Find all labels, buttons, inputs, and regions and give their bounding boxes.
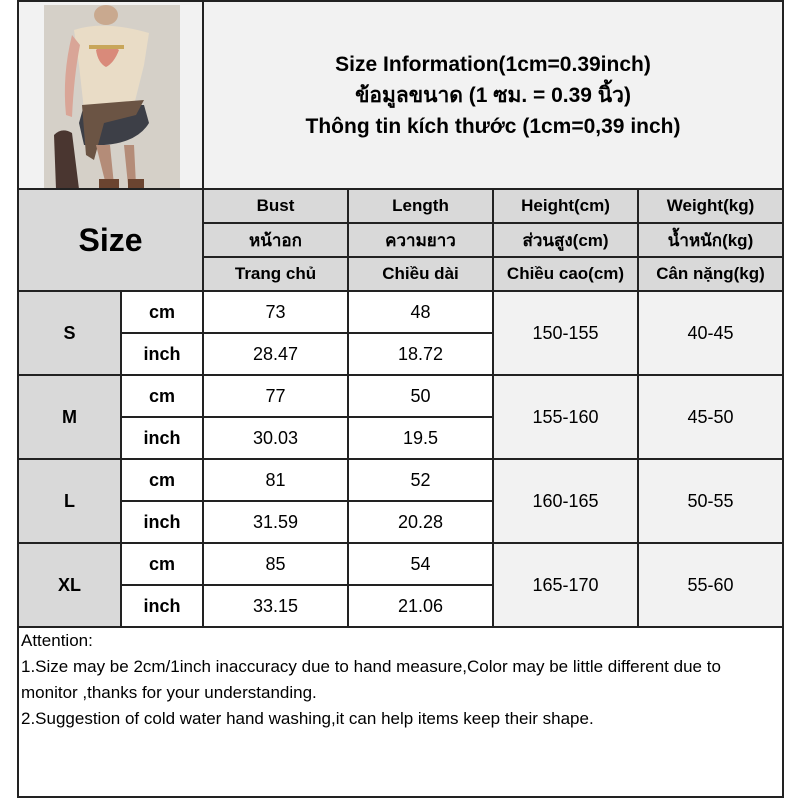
header-weight-th: น้ำหนัก(kg) — [636, 222, 785, 258]
title-thai: ข้อมูลขนาด (1 ซม. = 0.39 นิ้ว) — [355, 83, 631, 107]
height-range: 150-155 — [492, 290, 639, 376]
size-label: M — [17, 374, 122, 460]
header-height-th: ส่วนสูง(cm) — [492, 222, 639, 258]
bust-cm: 77 — [202, 374, 349, 418]
unit-inch: inch — [120, 332, 204, 376]
length-inch: 21.06 — [347, 584, 494, 628]
unit-cm: cm — [120, 458, 204, 502]
table-row: inch 30.03 19.5 — [18, 416, 783, 460]
unit-inch: inch — [120, 416, 204, 460]
header-length-vi: Chiều dài — [347, 256, 494, 292]
size-table: Size Information(1cm=0.39inch) ข้อมูลขนา… — [17, 0, 785, 628]
size-label: S — [17, 290, 122, 376]
height-range: 165-170 — [492, 542, 639, 628]
bust-inch: 31.59 — [202, 500, 349, 544]
table-row: M cm 77 50 155-160 45-50 — [17, 374, 785, 460]
attention-notes: Attention: 1.Size may be 2cm/1inch inacc… — [17, 628, 784, 798]
title-english: Size Information(1cm=0.39inch) — [335, 52, 651, 76]
table-row: inch 33.15 21.06 — [18, 584, 783, 628]
weight-range: 45-50 — [636, 374, 785, 460]
height-range: 155-160 — [492, 374, 639, 460]
unit-cm: cm — [120, 374, 204, 418]
length-cm: 48 — [347, 290, 494, 334]
length-cm: 50 — [347, 374, 494, 418]
table-row: S cm 73 48 150-155 40-45 — [17, 290, 785, 376]
product-photo — [44, 5, 180, 187]
header-bust-th: หน้าอก — [202, 222, 349, 258]
length-inch: 18.72 — [347, 332, 494, 376]
weight-range: 50-55 — [636, 458, 785, 544]
product-photo-cell — [17, 0, 204, 190]
unit-inch: inch — [120, 500, 204, 544]
header-length-th: ความยาว — [347, 222, 494, 258]
header-bust-en: Bust — [202, 188, 349, 224]
bust-inch: 33.15 — [202, 584, 349, 628]
length-inch: 19.5 — [347, 416, 494, 460]
table-row: XL cm 85 54 165-170 55-60 — [17, 542, 785, 628]
table-row: L cm 81 52 160-165 50-55 — [17, 458, 785, 544]
attention-note-2: 2.Suggestion of cold water hand washing,… — [21, 709, 594, 728]
table-row: inch 28.47 18.72 — [18, 332, 783, 376]
header-bust-vi: Trang chủ — [202, 256, 349, 292]
length-cm: 52 — [347, 458, 494, 502]
size-header: Size — [17, 188, 204, 292]
bust-cm: 85 — [202, 542, 349, 586]
header-length-en: Length — [347, 188, 494, 224]
size-chart: Size Information(1cm=0.39inch) ข้อมูลขนา… — [17, 0, 785, 798]
bust-inch: 28.47 — [202, 332, 349, 376]
unit-inch: inch — [120, 584, 204, 628]
bust-cm: 73 — [202, 290, 349, 334]
unit-cm: cm — [120, 290, 204, 334]
attention-note-1: 1.Size may be 2cm/1inch inaccuracy due t… — [21, 657, 721, 702]
size-label: L — [17, 458, 122, 544]
bust-inch: 30.03 — [202, 416, 349, 460]
header-weight-vi: Cân nặng(kg) — [636, 256, 785, 292]
header-height-en: Height(cm) — [492, 188, 639, 224]
bust-cm: 81 — [202, 458, 349, 502]
height-range: 160-165 — [492, 458, 639, 544]
header-height-vi: Chiều cao(cm) — [492, 256, 639, 292]
attention-heading: Attention: — [21, 631, 93, 650]
unit-cm: cm — [120, 542, 204, 586]
weight-range: 55-60 — [636, 542, 785, 628]
length-inch: 20.28 — [347, 500, 494, 544]
size-info-title: Size Information(1cm=0.39inch) ข้อมูลขนา… — [201, 0, 785, 190]
table-row: inch 31.59 20.28 — [18, 500, 783, 544]
title-vietnamese: Thông tin kích thước (1cm=0,39 inch) — [305, 114, 681, 138]
header-weight-en: Weight(kg) — [636, 188, 785, 224]
weight-range: 40-45 — [636, 290, 785, 376]
size-label: XL — [17, 542, 122, 628]
length-cm: 54 — [347, 542, 494, 586]
